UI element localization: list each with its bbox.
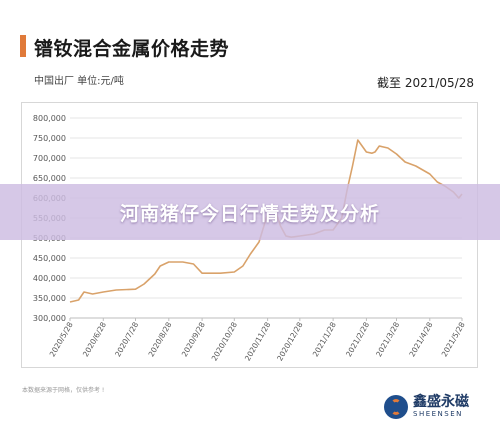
brand-logo: 鑫盛永磁 SHEENSEN bbox=[384, 395, 469, 419]
y-tick-label: 750,000 bbox=[33, 134, 66, 143]
x-tick-label: 2020/9/28 bbox=[180, 320, 207, 358]
cutoff-date: 截至 2021/05/28 bbox=[377, 76, 474, 90]
y-tick-label: 650,000 bbox=[33, 174, 66, 183]
x-tick-label: 2021/3/28 bbox=[374, 320, 401, 358]
x-tick-label: 2021/1/28 bbox=[311, 320, 338, 358]
x-tick-label: 2020/8/28 bbox=[147, 320, 174, 358]
x-tick-label: 2020/5/28 bbox=[48, 320, 75, 358]
x-tick-label: 2021/5/28 bbox=[440, 320, 467, 358]
brand-name-en: SHEENSEN bbox=[413, 410, 463, 418]
y-tick-label: 350,000 bbox=[33, 294, 66, 303]
y-tick-label: 300,000 bbox=[33, 314, 66, 323]
x-tick-label: 2020/7/28 bbox=[113, 320, 140, 358]
brand-logo-icon bbox=[384, 395, 408, 419]
y-tick-label: 800,000 bbox=[33, 114, 66, 123]
banner-text: 河南猪仔今日行情走势及分析 bbox=[119, 202, 380, 225]
x-tick-label: 2020/6/28 bbox=[81, 320, 108, 358]
y-tick-label: 450,000 bbox=[33, 254, 66, 263]
x-tick-label: 2020/12/28 bbox=[275, 320, 305, 362]
brand-name-cn: 鑫盛永磁 bbox=[413, 394, 469, 410]
x-tick-label: 2021/4/28 bbox=[407, 320, 434, 358]
y-tick-label: 700,000 bbox=[33, 154, 66, 163]
x-tick-label: 2020/11/28 bbox=[243, 320, 273, 362]
title-accent-bar bbox=[20, 35, 26, 57]
x-tick-label: 2021/2/28 bbox=[344, 320, 371, 358]
x-tick-label: 2020/10/28 bbox=[210, 320, 240, 362]
y-tick-label: 400,000 bbox=[33, 274, 66, 283]
overlay-banner: 河南猪仔今日行情走势及分析 bbox=[0, 184, 500, 240]
chart-title: 镨钕混合金属价格走势 bbox=[34, 38, 230, 60]
chart-subtitle: 中国出厂 单位:元/吨 bbox=[34, 76, 124, 87]
footnote: 本数据来源于网格，仅供参考 ! bbox=[22, 387, 105, 394]
